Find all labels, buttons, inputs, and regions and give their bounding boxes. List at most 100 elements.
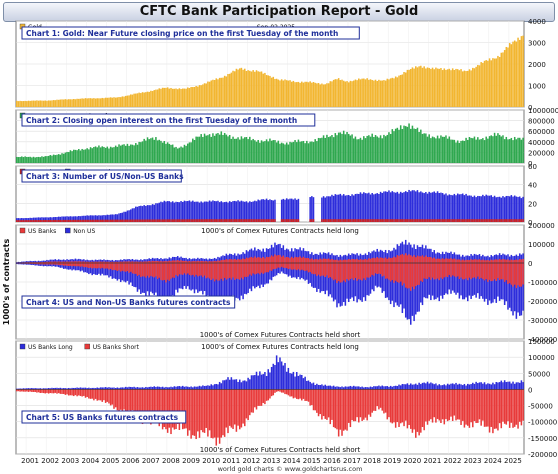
bar-non-us — [287, 199, 290, 222]
bar — [89, 98, 92, 107]
bar-long-non-us — [47, 260, 50, 263]
bar-long-us — [384, 257, 387, 263]
bar-long-non-us — [505, 255, 508, 263]
bar-short-non-us — [374, 263, 377, 286]
bar-non-us — [393, 192, 395, 222]
y-tick-label: -400000 — [528, 336, 557, 344]
bar-long-non-us — [205, 258, 207, 263]
bar — [389, 133, 392, 163]
bar-non-us — [16, 218, 18, 222]
bar — [518, 137, 521, 163]
bar-non-us — [292, 199, 295, 222]
bar-non-us — [54, 217, 57, 222]
bar-us — [269, 219, 271, 222]
bar — [430, 138, 432, 163]
bar-non-us — [71, 216, 73, 222]
bar-short-non-us — [16, 263, 18, 265]
bar-short-us — [250, 263, 253, 276]
bar-long-us — [451, 259, 454, 263]
bar — [322, 84, 325, 107]
bar — [66, 99, 68, 107]
bar — [446, 138, 449, 163]
bar-short-us — [225, 263, 228, 280]
bar-short-non-us — [332, 263, 335, 302]
bar-long-non-us — [334, 255, 337, 263]
bar-long-us — [413, 255, 415, 263]
bar — [294, 82, 296, 107]
bar-non-us — [160, 201, 162, 222]
bar-non-us — [203, 201, 206, 222]
bar-short — [185, 389, 187, 429]
bar-short — [22, 389, 25, 392]
bar-short-non-us — [181, 263, 184, 290]
bar-short-non-us — [384, 263, 387, 298]
bar — [378, 79, 380, 107]
bar-long-non-us — [244, 253, 246, 263]
bar — [151, 137, 154, 163]
bar-short-non-us — [441, 263, 444, 299]
bar-short-non-us — [260, 263, 263, 285]
bar-long — [416, 384, 419, 390]
bar-non-us — [255, 201, 258, 222]
bar-short — [272, 389, 275, 396]
bar — [106, 97, 109, 107]
bar-short-us — [512, 263, 514, 287]
footer-credit: world gold charts © www.goldchartsrus.co… — [218, 465, 363, 473]
bar-short — [109, 389, 112, 406]
bar-us — [512, 219, 514, 222]
bar-us — [237, 219, 239, 222]
bar-short-non-us — [22, 263, 25, 265]
bar — [468, 69, 471, 107]
bar — [255, 70, 258, 107]
bar-long-non-us — [438, 252, 441, 263]
bar-short-us — [93, 263, 95, 268]
bar — [334, 79, 337, 107]
bar — [371, 79, 373, 107]
bar-non-us — [163, 200, 166, 222]
bar — [16, 156, 18, 163]
bar-short-us — [448, 263, 451, 275]
bar-short-non-us — [106, 263, 109, 276]
bar-non-us — [341, 195, 343, 222]
bar — [326, 83, 328, 107]
bar-long — [299, 374, 301, 390]
bar-long-us — [438, 258, 441, 263]
bar-short-us — [259, 263, 261, 275]
bar-long-us — [208, 261, 211, 263]
bar-short — [383, 389, 385, 414]
bar-long — [197, 386, 199, 390]
bar — [24, 100, 26, 107]
bar-short-non-us — [192, 263, 194, 290]
bar-non-us — [192, 200, 194, 222]
bar-long — [475, 381, 477, 390]
bar-short-us — [188, 263, 191, 275]
bar-short-non-us — [118, 263, 120, 280]
bar-short — [34, 389, 36, 392]
bar — [232, 70, 234, 107]
bar-non-us — [180, 201, 182, 222]
bar-long-us — [311, 258, 313, 263]
bar-long-non-us — [480, 256, 482, 263]
legend-label: US Banks Long — [28, 344, 73, 351]
bar-short-non-us — [42, 263, 45, 267]
bar-long — [29, 388, 31, 390]
bar-long-non-us — [21, 261, 23, 263]
bar — [366, 135, 368, 163]
y-axis-title: 1000's of contracts — [2, 239, 11, 326]
bar-long-us — [62, 261, 65, 263]
bar — [396, 127, 399, 163]
bar — [354, 136, 357, 163]
bar-non-us — [326, 196, 328, 222]
bar-short-us — [391, 263, 394, 280]
bar-long-non-us — [94, 259, 97, 263]
bar-long-non-us — [433, 250, 435, 263]
bar-short-us — [158, 263, 161, 278]
bar-short-non-us — [51, 263, 53, 267]
bar-short-non-us — [17, 263, 20, 265]
bar — [163, 87, 166, 107]
bar-short-us — [398, 263, 400, 283]
bar — [332, 79, 335, 107]
bar-short — [66, 389, 68, 395]
bar-short-non-us — [233, 263, 236, 301]
bar-long — [150, 386, 152, 390]
